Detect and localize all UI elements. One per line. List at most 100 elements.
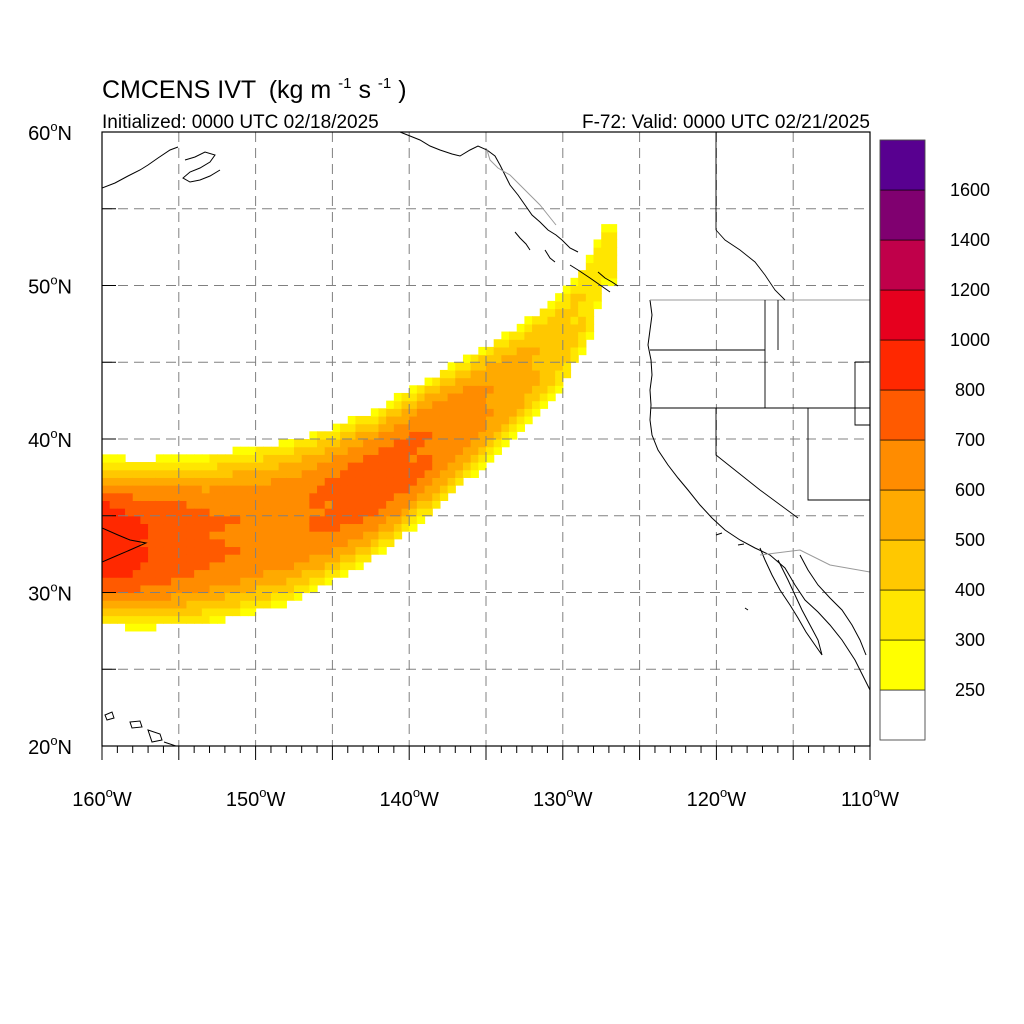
ivt-cell: [370, 531, 380, 540]
ivt-cell: [186, 531, 195, 540]
ivt-cell: [347, 554, 357, 563]
ivt-cell: [201, 515, 211, 525]
ivt-cell: [516, 415, 525, 425]
ivt-cell: [163, 462, 172, 471]
ivt-cell: [462, 377, 472, 386]
ivt-cell: [263, 485, 272, 494]
ivt-cell: [340, 508, 349, 517]
baja-california: [759, 547, 823, 656]
colorbar-label: 500: [955, 530, 985, 550]
ivt-cell: [470, 462, 479, 471]
ivt-cell: [555, 300, 564, 310]
ivt-cell: [102, 469, 111, 478]
ivt-cell: [386, 515, 395, 525]
ivt-cell: [132, 607, 141, 617]
ivt-cell: [117, 508, 126, 517]
hawaii-islands: [104, 711, 178, 746]
ivt-cell: [232, 477, 241, 486]
ivt-cell: [317, 500, 326, 509]
ivt-cell: [524, 385, 533, 394]
ivt-cell: [263, 523, 272, 532]
ivt-cell: [424, 477, 433, 486]
ivt-cell: [240, 554, 249, 563]
ivt-cell: [217, 538, 226, 548]
ivt-cell: [247, 469, 257, 478]
ivt-cell: [194, 515, 203, 525]
ivt-cell: [401, 454, 410, 463]
ivt-cell: [409, 446, 418, 455]
ivt-cell: [470, 439, 479, 448]
ivt-cell: [294, 554, 303, 563]
ivt-cell: [240, 569, 249, 578]
state-borders: [650, 132, 870, 519]
ivt-cell: [493, 354, 502, 363]
ivt-cell: [324, 577, 333, 586]
ivt-cell: [578, 331, 587, 340]
ivt-cell: [447, 400, 456, 409]
ivt-cell: [393, 462, 403, 471]
ivt-cell: [547, 331, 556, 340]
ivt-cell: [224, 592, 234, 601]
ivt-cell: [171, 477, 180, 486]
ivt-cell: [232, 607, 241, 617]
ivt-cell: [355, 485, 364, 494]
ivt-cell: [332, 423, 341, 432]
ivt-cell: [194, 615, 203, 624]
ivt-cell: [125, 569, 134, 578]
ivt-cell: [324, 446, 333, 455]
ivt-cell: [209, 531, 218, 540]
ivt-cell: [363, 446, 372, 455]
ivt-cell: [470, 423, 479, 432]
ivt-cell: [178, 508, 188, 517]
ivt-cell: [416, 400, 426, 409]
ivt-cell: [347, 431, 357, 440]
ivt-cell: [270, 446, 280, 455]
ivt-cell: [232, 485, 241, 494]
ivt-cell: [509, 408, 518, 417]
ivt-cell: [163, 523, 172, 532]
ivt-cell: [501, 400, 510, 409]
ivt-cell: [278, 446, 287, 455]
ivt-cell: [493, 362, 502, 371]
ivt-cell: [255, 554, 264, 563]
ivt-cell: [224, 546, 234, 555]
ivt-cell: [224, 554, 234, 563]
ivt-cell: [562, 346, 572, 356]
ivt-cell: [317, 469, 326, 478]
ivt-cell: [301, 554, 310, 563]
ivt-cell: [286, 531, 295, 540]
ivt-cell: [370, 515, 380, 525]
ivt-cell: [370, 546, 380, 555]
ivt-cell: [462, 408, 472, 417]
ivt-cell: [578, 293, 587, 302]
ivt-cell: [163, 477, 172, 486]
ivt-cell: [378, 531, 387, 540]
ivt-cell: [255, 538, 264, 548]
ivt-cell: [163, 592, 172, 601]
ivt-cell: [102, 538, 111, 548]
ivt-cell: [270, 492, 280, 501]
ivt-cell: [217, 523, 226, 532]
ivt-cell: [194, 485, 203, 494]
ivt-cell: [401, 408, 410, 417]
ivt-cell: [132, 523, 141, 532]
ivt-cell: [340, 423, 349, 432]
ivt-cell: [155, 584, 165, 594]
ivt-cell: [140, 623, 149, 632]
ivt-cell: [270, 538, 280, 548]
ivt-cell: [409, 431, 418, 440]
ivt-cell: [555, 369, 564, 379]
ivt-cell: [378, 500, 387, 509]
ivt-cell: [263, 584, 272, 594]
ivt-cell: [301, 485, 310, 494]
ivt-cell: [209, 615, 218, 624]
ivt-cell: [309, 554, 318, 563]
ivt-cell: [286, 462, 295, 471]
ivt-cell: [486, 346, 495, 356]
ivt-cell: [455, 392, 464, 402]
ivt-cell: [516, 339, 525, 348]
ivt-cell: [278, 515, 287, 525]
ivt-cell: [155, 531, 165, 540]
ivt-cell: [424, 385, 433, 394]
ivt-cell: [524, 323, 533, 333]
